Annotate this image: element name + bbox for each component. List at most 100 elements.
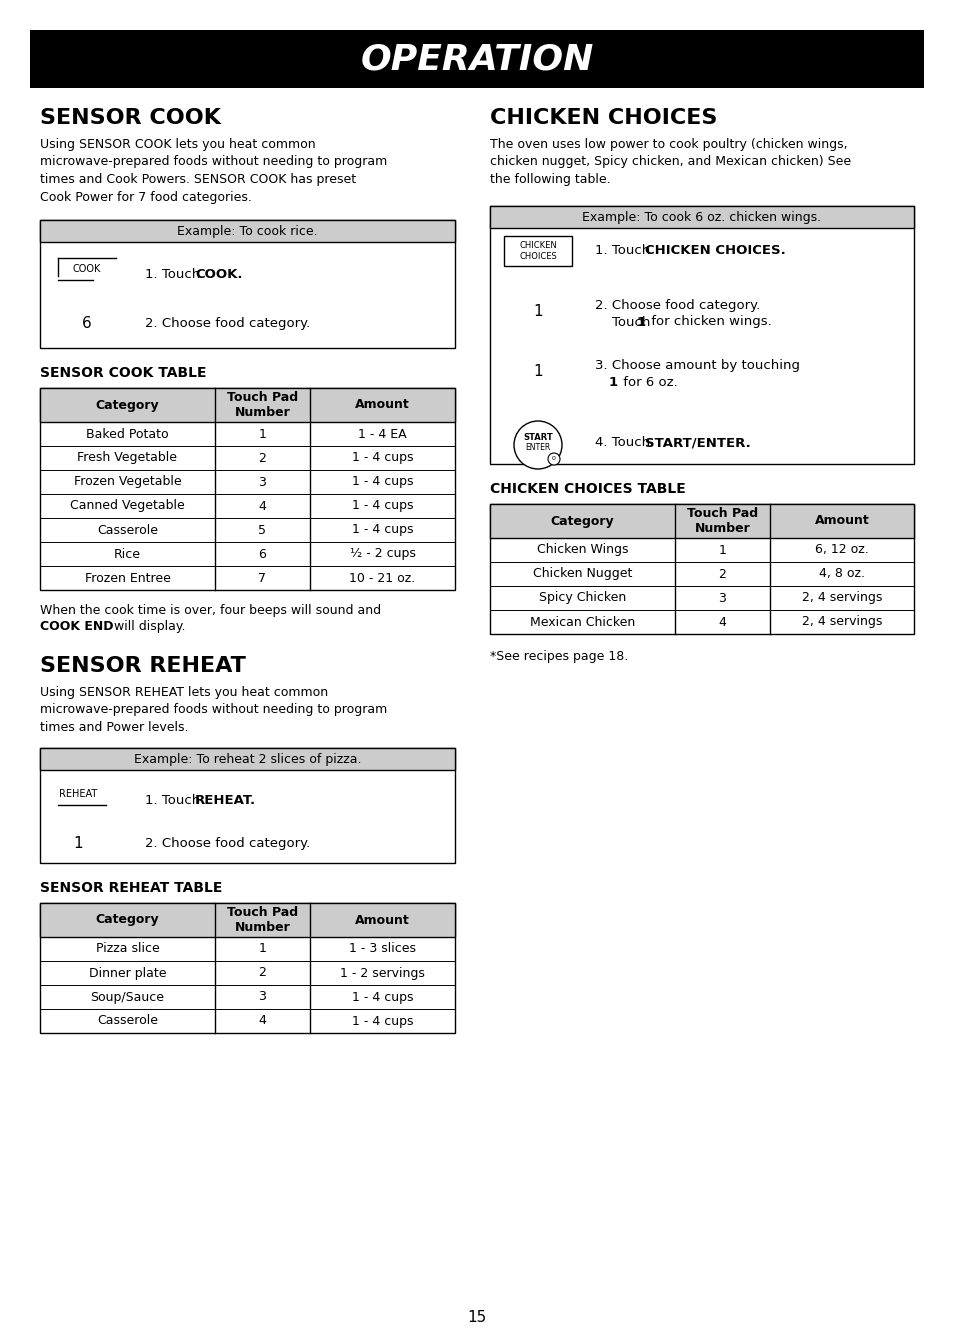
Text: REHEAT.: REHEAT. xyxy=(194,793,255,807)
Text: Dinner plate: Dinner plate xyxy=(89,966,166,980)
Text: Soup/Sauce: Soup/Sauce xyxy=(91,990,164,1004)
Text: 1: 1 xyxy=(73,836,83,851)
Text: 6: 6 xyxy=(258,548,266,561)
Text: Touch Pad
Number: Touch Pad Number xyxy=(227,391,297,419)
Text: 7: 7 xyxy=(258,572,266,585)
Bar xyxy=(40,388,455,421)
Text: 3. Choose amount by touching: 3. Choose amount by touching xyxy=(595,360,800,373)
Text: Category: Category xyxy=(550,514,614,527)
Text: OPERATION: OPERATION xyxy=(360,42,593,76)
Text: Spicy Chicken: Spicy Chicken xyxy=(538,592,625,604)
Text: 1 - 4 cups: 1 - 4 cups xyxy=(352,499,413,513)
Text: 2. Choose food category.: 2. Choose food category. xyxy=(595,299,760,313)
Text: Pizza slice: Pizza slice xyxy=(95,942,159,956)
Bar xyxy=(40,903,455,1033)
Bar xyxy=(40,388,455,590)
Text: Casserole: Casserole xyxy=(97,523,158,537)
Text: Frozen Entree: Frozen Entree xyxy=(85,572,171,585)
Text: Example: To cook 6 oz. chicken wings.: Example: To cook 6 oz. chicken wings. xyxy=(582,211,821,224)
Text: The oven uses low power to cook poultry (chicken wings,
chicken nugget, Spicy ch: The oven uses low power to cook poultry … xyxy=(490,138,850,187)
Text: will display.: will display. xyxy=(110,620,185,633)
Text: 6: 6 xyxy=(82,317,91,331)
Text: 1 - 4 cups: 1 - 4 cups xyxy=(352,523,413,537)
Text: Canned Vegetable: Canned Vegetable xyxy=(71,499,185,513)
Text: Using SENSOR REHEAT lets you heat common
microwave-prepared foods without needin: Using SENSOR REHEAT lets you heat common… xyxy=(40,686,387,734)
Text: 2: 2 xyxy=(258,966,266,980)
Text: 1 - 4 cups: 1 - 4 cups xyxy=(352,1015,413,1028)
Text: 1: 1 xyxy=(533,305,542,319)
Text: COOK: COOK xyxy=(72,264,101,274)
Text: Amount: Amount xyxy=(814,514,868,527)
Text: 1. Touch: 1. Touch xyxy=(145,267,204,280)
Text: CHICKEN CHOICES TABLE: CHICKEN CHOICES TABLE xyxy=(490,482,685,497)
Text: Amount: Amount xyxy=(355,399,410,412)
Bar xyxy=(40,220,455,242)
Text: 1 - 4 EA: 1 - 4 EA xyxy=(357,428,406,440)
Text: Chicken Wings: Chicken Wings xyxy=(537,544,628,557)
Bar xyxy=(490,207,913,464)
Text: 6, 12 oz.: 6, 12 oz. xyxy=(814,544,868,557)
Text: 1 - 4 cups: 1 - 4 cups xyxy=(352,990,413,1004)
Text: 1: 1 xyxy=(258,942,266,956)
Circle shape xyxy=(514,421,561,468)
Bar xyxy=(490,505,913,538)
Text: for chicken wings.: for chicken wings. xyxy=(646,315,771,329)
Text: 1: 1 xyxy=(637,315,645,329)
Text: 5: 5 xyxy=(258,523,266,537)
Text: REHEAT: REHEAT xyxy=(59,789,97,798)
Text: 1 - 4 cups: 1 - 4 cups xyxy=(352,451,413,464)
Text: SENSOR COOK: SENSOR COOK xyxy=(40,107,221,127)
Text: Category: Category xyxy=(95,399,159,412)
Text: 3: 3 xyxy=(258,475,266,488)
Text: 1: 1 xyxy=(608,376,618,388)
Text: CHICKEN
CHOICES: CHICKEN CHOICES xyxy=(518,242,557,260)
Bar xyxy=(503,236,572,266)
Text: *See recipes page 18.: *See recipes page 18. xyxy=(490,650,628,663)
Text: 10 - 21 oz.: 10 - 21 oz. xyxy=(349,572,416,585)
Text: Touch Pad
Number: Touch Pad Number xyxy=(227,906,297,934)
Text: SENSOR REHEAT TABLE: SENSOR REHEAT TABLE xyxy=(40,880,222,895)
Text: 1. Touch: 1. Touch xyxy=(595,244,654,258)
Text: Example: To reheat 2 slices of pizza.: Example: To reheat 2 slices of pizza. xyxy=(133,753,361,765)
Bar xyxy=(40,747,455,770)
Bar xyxy=(490,207,913,228)
Text: 4, 8 oz.: 4, 8 oz. xyxy=(818,568,864,581)
Text: Category: Category xyxy=(95,914,159,926)
Text: 1: 1 xyxy=(258,428,266,440)
Text: START: START xyxy=(522,433,553,443)
Text: Mexican Chicken: Mexican Chicken xyxy=(529,616,635,628)
Text: 1 - 2 servings: 1 - 2 servings xyxy=(339,966,424,980)
Text: 2: 2 xyxy=(718,568,725,581)
Text: Touch Pad
Number: Touch Pad Number xyxy=(686,507,758,535)
Text: Amount: Amount xyxy=(355,914,410,926)
Text: START/ENTER.: START/ENTER. xyxy=(644,436,750,450)
Text: 1. Touch: 1. Touch xyxy=(145,793,204,807)
Circle shape xyxy=(547,454,559,464)
Text: Using SENSOR COOK lets you heat common
microwave-prepared foods without needing : Using SENSOR COOK lets you heat common m… xyxy=(40,138,387,204)
Text: ENTER: ENTER xyxy=(525,443,550,452)
Text: 1 - 3 slices: 1 - 3 slices xyxy=(349,942,416,956)
Text: Example: To cook rice.: Example: To cook rice. xyxy=(177,224,317,238)
Text: Rice: Rice xyxy=(113,548,141,561)
Text: 3: 3 xyxy=(718,592,725,604)
Bar xyxy=(30,30,923,89)
Text: SENSOR COOK TABLE: SENSOR COOK TABLE xyxy=(40,366,206,380)
Bar xyxy=(490,505,913,633)
Text: 4: 4 xyxy=(718,616,725,628)
Text: When the cook time is over, four beeps will sound and: When the cook time is over, four beeps w… xyxy=(40,604,381,617)
Text: CHICKEN CHOICES: CHICKEN CHOICES xyxy=(490,107,717,127)
Bar xyxy=(40,903,455,937)
Text: 2, 4 servings: 2, 4 servings xyxy=(801,616,882,628)
Text: Chicken Nugget: Chicken Nugget xyxy=(533,568,632,581)
Text: 4: 4 xyxy=(258,1015,266,1028)
Text: 2. Choose food category.: 2. Choose food category. xyxy=(145,318,310,330)
Text: 1: 1 xyxy=(718,544,725,557)
Text: Touch: Touch xyxy=(595,315,654,329)
Text: Casserole: Casserole xyxy=(97,1015,158,1028)
Text: Baked Potato: Baked Potato xyxy=(86,428,169,440)
Text: ½ - 2 cups: ½ - 2 cups xyxy=(349,548,415,561)
Text: 1 - 4 cups: 1 - 4 cups xyxy=(352,475,413,488)
Text: 15: 15 xyxy=(467,1310,486,1325)
Text: CHICKEN CHOICES.: CHICKEN CHOICES. xyxy=(644,244,785,258)
Text: 2: 2 xyxy=(258,451,266,464)
